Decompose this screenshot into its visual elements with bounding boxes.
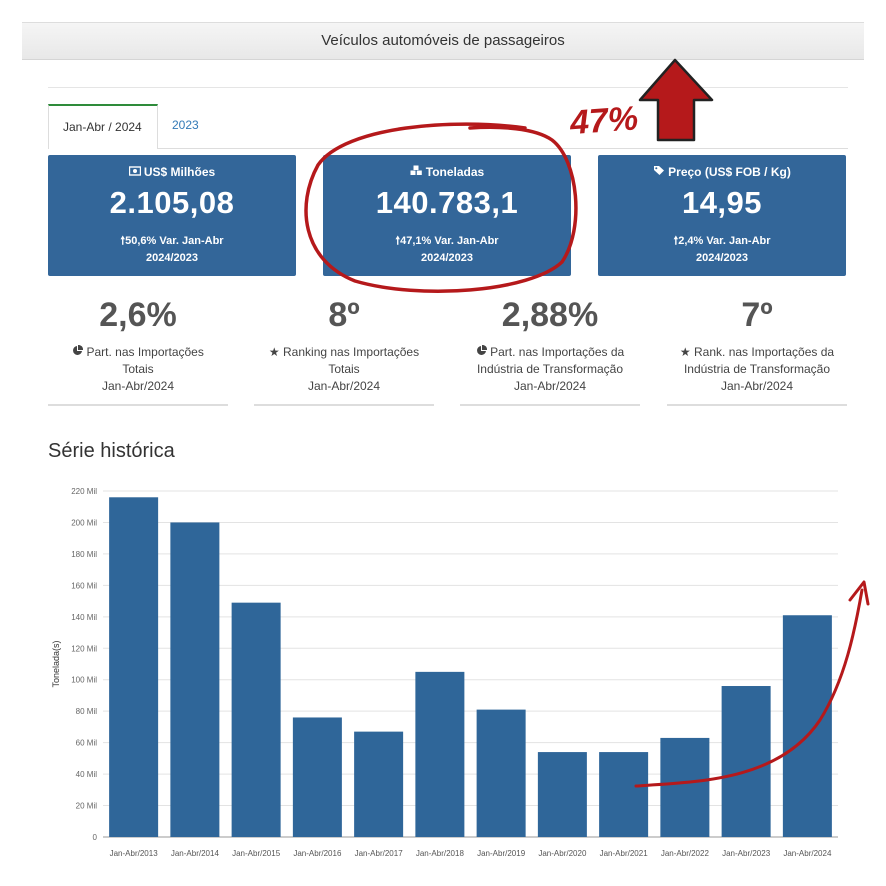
x-tick-label: Jan-Abr/2015 xyxy=(232,849,281,858)
stat-value: 8º xyxy=(328,296,360,334)
tab-bar: Jan-Abr / 2024 2023 xyxy=(48,104,848,149)
x-tick-label: Jan-Abr/2024 xyxy=(783,849,832,858)
star-icon: ★ xyxy=(268,345,280,359)
bar xyxy=(599,752,649,837)
x-tick-label: Jan-Abr/2018 xyxy=(416,849,465,858)
bar xyxy=(537,752,587,837)
star-icon: ★ xyxy=(679,345,691,359)
bar xyxy=(231,602,281,837)
y-tick-label: 80 Mil xyxy=(76,707,98,716)
pie-chart-icon xyxy=(72,344,86,359)
x-tick-label: Jan-Abr/2022 xyxy=(661,849,710,858)
bar xyxy=(415,671,465,837)
kpi-label: Preço (US$ FOB / Kg) xyxy=(668,165,791,179)
x-tick-label: Jan-Abr/2014 xyxy=(171,849,220,858)
cubes-icon xyxy=(410,165,423,179)
section-title: Série histórica xyxy=(48,440,175,462)
stat-line1: Part. nas Importações da xyxy=(490,345,625,359)
page-title: Veículos automóveis de passageiros xyxy=(321,32,565,49)
stat-line3: Jan-Abr/2024 xyxy=(307,379,381,393)
y-tick-label: 160 Mil xyxy=(71,581,97,590)
x-tick-label: Jan-Abr/2021 xyxy=(600,849,649,858)
kpi-period: 2024/2023 xyxy=(421,252,473,264)
bar-chart: 0 20 Mil 40 Mil 60 Mil 80 Mil 100 Mil 120 Mil 1… xyxy=(51,487,838,858)
y-tick-label: 0 xyxy=(93,833,98,842)
kpi-label: Toneladas xyxy=(425,165,485,179)
bar xyxy=(721,686,771,837)
stat-value: 2,6% xyxy=(99,296,177,334)
kpi-card-preco: Preço (US$ FOB / Kg) 14,95 🠕2,4% Var. Ja… xyxy=(598,155,846,276)
stat-rank-industria: 7º ★ Rank. nas Importações da Indústria … xyxy=(667,296,847,406)
stat-line3: Jan-Abr/2024 xyxy=(101,379,175,393)
kpi-value: 2.105,08 xyxy=(109,185,235,220)
kpi-variation: 50,6% Var. Jan-Abr xyxy=(125,235,224,247)
x-tick-label: Jan-Abr/2017 xyxy=(355,849,404,858)
stat-line1: Rank. nas Importações da xyxy=(694,345,835,359)
x-tick-label: Jan-Abr/2013 xyxy=(110,849,159,858)
y-tick-label: 220 Mil xyxy=(71,487,97,496)
stat-part-importacoes: 2,6% Part. nas Importações Totais Jan-Ab… xyxy=(48,296,228,406)
y-tick-label: 20 Mil xyxy=(76,802,98,811)
x-tick-label: Jan-Abr/2016 xyxy=(293,849,342,858)
y-tick-label: 140 Mil xyxy=(71,613,97,622)
bar xyxy=(170,522,220,837)
arrow-up-icon: 🠕 xyxy=(120,235,126,247)
stat-line3: Jan-Abr/2024 xyxy=(720,379,794,393)
stat-value: 7º xyxy=(741,296,773,334)
stat-part-industria: 2,88% Part. nas Importações da Indústria… xyxy=(460,296,640,406)
stat-line2: Indústria de Transformação xyxy=(683,362,831,376)
y-tick-label: 120 Mil xyxy=(71,644,97,653)
x-tick-label: Jan-Abr/2019 xyxy=(477,849,526,858)
kpi-variation: 2,4% Var. Jan-Abr xyxy=(678,235,771,247)
kpi-variation: 47,1% Var. Jan-Abr xyxy=(400,235,499,247)
kpi-card-usd: US$ Milhões 2.105,08 🠕50,6% Var. Jan-Abr… xyxy=(48,155,296,276)
tab-2023[interactable]: 2023 xyxy=(172,118,199,132)
page-header: Veículos automóveis de passageiros xyxy=(22,22,864,60)
stat-line2: Indústria de Transformação xyxy=(476,362,624,376)
bar xyxy=(660,737,710,837)
stat-value: 2,88% xyxy=(501,296,599,334)
money-icon xyxy=(128,165,142,179)
tab-jan-abr-2024[interactable]: Jan-Abr / 2024 xyxy=(48,104,158,149)
y-tick-label: 200 Mil xyxy=(71,518,97,527)
stat-line1: Part. nas Importações xyxy=(86,345,204,359)
kpi-period: 2024/2023 xyxy=(146,252,198,264)
x-tick-label: Jan-Abr/2020 xyxy=(538,849,587,858)
kpi-card-toneladas: Toneladas 140.783,1 🠕47,1% Var. Jan-Abr … xyxy=(323,155,571,276)
y-tick-label: 100 Mil xyxy=(71,676,97,685)
arrow-up-icon: 🠕 xyxy=(673,235,679,247)
y-tick-label: 40 Mil xyxy=(76,770,98,779)
bar xyxy=(109,497,159,837)
kpi-value: 14,95 xyxy=(681,185,763,220)
x-tick-label: Jan-Abr/2023 xyxy=(722,849,771,858)
tag-icon xyxy=(653,165,665,179)
bar xyxy=(292,717,342,837)
stat-line1: Ranking nas Importações xyxy=(283,345,420,359)
bar xyxy=(354,731,404,837)
pie-chart-icon xyxy=(476,344,490,359)
y-axis-label: Tonelada(s) xyxy=(51,640,61,687)
kpi-period: 2024/2023 xyxy=(696,252,748,264)
kpi-label: US$ Milhões xyxy=(143,165,216,179)
bar xyxy=(476,709,526,837)
kpi-value: 140.783,1 xyxy=(375,185,519,220)
bar xyxy=(782,615,832,837)
stat-ranking: 8º ★ Ranking nas Importações Totais Jan-… xyxy=(254,296,434,406)
y-tick-label: 180 Mil xyxy=(71,550,97,559)
divider xyxy=(48,87,848,88)
stat-line2: Totais xyxy=(328,362,360,376)
stat-line2: Totais xyxy=(122,362,154,376)
stat-line3: Jan-Abr/2024 xyxy=(513,379,587,393)
y-tick-label: 60 Mil xyxy=(76,739,98,748)
